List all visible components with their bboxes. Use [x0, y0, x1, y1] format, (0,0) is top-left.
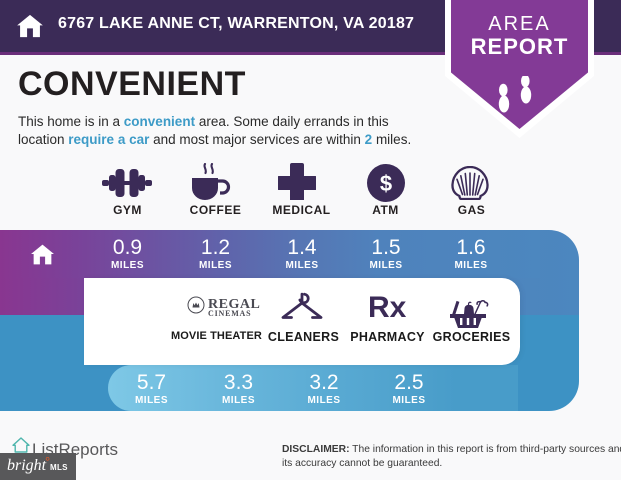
- svg-text:$: $: [380, 171, 392, 196]
- svg-text:Rx: Rx: [368, 293, 407, 323]
